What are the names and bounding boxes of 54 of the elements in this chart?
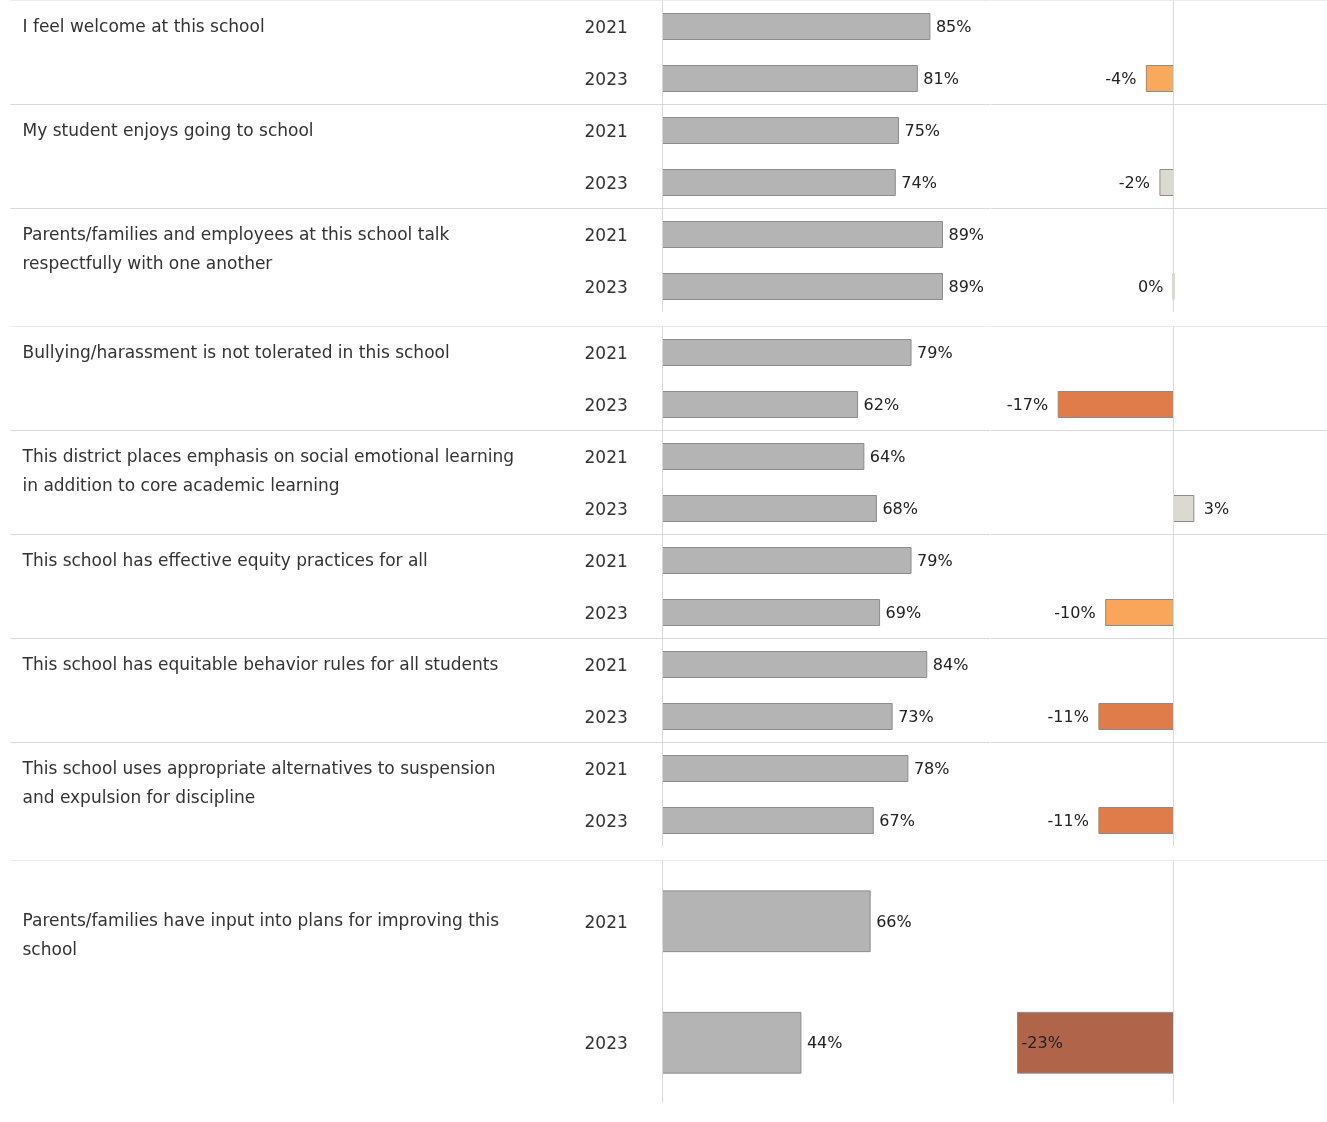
data-label: 44%	[806, 1033, 843, 1053]
data-label: 75%	[904, 121, 941, 140]
data-label: 84%	[932, 655, 969, 674]
y-tick-label: 2023	[584, 395, 628, 415]
data-label: -11%	[1047, 811, 1089, 830]
data-label: 89%	[948, 277, 985, 296]
data-label: 0%	[1138, 277, 1164, 296]
text: I feel welcome at this school	[22, 15, 265, 36]
text: This district places emphasis on social emotional learning in addition to core academic learning	[21, 445, 514, 495]
y-tick-label: 2021	[584, 551, 628, 571]
text: This school has effective equity practices for all	[21, 549, 428, 570]
data-label: -11%	[1047, 707, 1089, 726]
data-label: 79%	[917, 343, 953, 362]
y-tick-label: 2021	[584, 759, 628, 779]
y-tick-label: 2021	[584, 121, 628, 141]
y-tick-label: 2021	[584, 655, 628, 675]
y-tick-label: 2021	[584, 911, 628, 932]
text: This school has equitable behavior rules for all students	[21, 653, 499, 674]
data-label: 79%	[917, 551, 953, 570]
y-tick-label: 2021	[584, 225, 628, 245]
data-label: 89%	[948, 225, 985, 244]
text: My student enjoys going to school	[22, 119, 314, 140]
y-tick-label: 2023	[584, 499, 628, 519]
data-label: 62%	[863, 395, 900, 414]
data-label: 73%	[898, 707, 934, 726]
y-tick-label: 2023	[584, 173, 628, 193]
data-label: 67%	[879, 811, 915, 830]
data-label: 74%	[901, 173, 937, 192]
y-tick-label: 2023	[584, 707, 628, 727]
data-label: 66%	[876, 911, 912, 931]
data-label: 68%	[882, 499, 918, 518]
y-tick-label: 2023	[584, 277, 628, 297]
text: This school uses appropriate alternatives to suspension and expulsion for discipline	[21, 757, 496, 807]
y-tick-label: 2023	[584, 1033, 628, 1054]
y-tick-label: 2023	[584, 811, 628, 831]
y-tick-label: 2021	[584, 447, 628, 467]
data-label: -2%	[1118, 173, 1150, 192]
text: Bullying/harassment is not tolerated in this school	[22, 341, 450, 362]
text: Parents/families have input into plans for improving this school	[22, 910, 500, 960]
y-tick-label: 2023	[584, 603, 628, 623]
data-label: -4%	[1105, 69, 1137, 88]
y-tick-label: 2021	[584, 17, 628, 37]
data-label: 78%	[913, 759, 950, 778]
data-label: 85%	[935, 17, 972, 36]
data-label: 64%	[869, 447, 906, 466]
data-label: 81%	[923, 69, 959, 88]
data-label: -23%	[1021, 1033, 1063, 1053]
text: Parents/families and employees at this school talk respectfully with one another	[22, 223, 450, 273]
data-label: 69%	[885, 603, 922, 622]
data-label: 3%	[1203, 499, 1230, 518]
y-tick-label: 2023	[584, 69, 628, 89]
data-label: -17%	[1006, 395, 1049, 414]
data-label: -10%	[1054, 603, 1096, 622]
y-tick-label: 2021	[584, 343, 628, 363]
